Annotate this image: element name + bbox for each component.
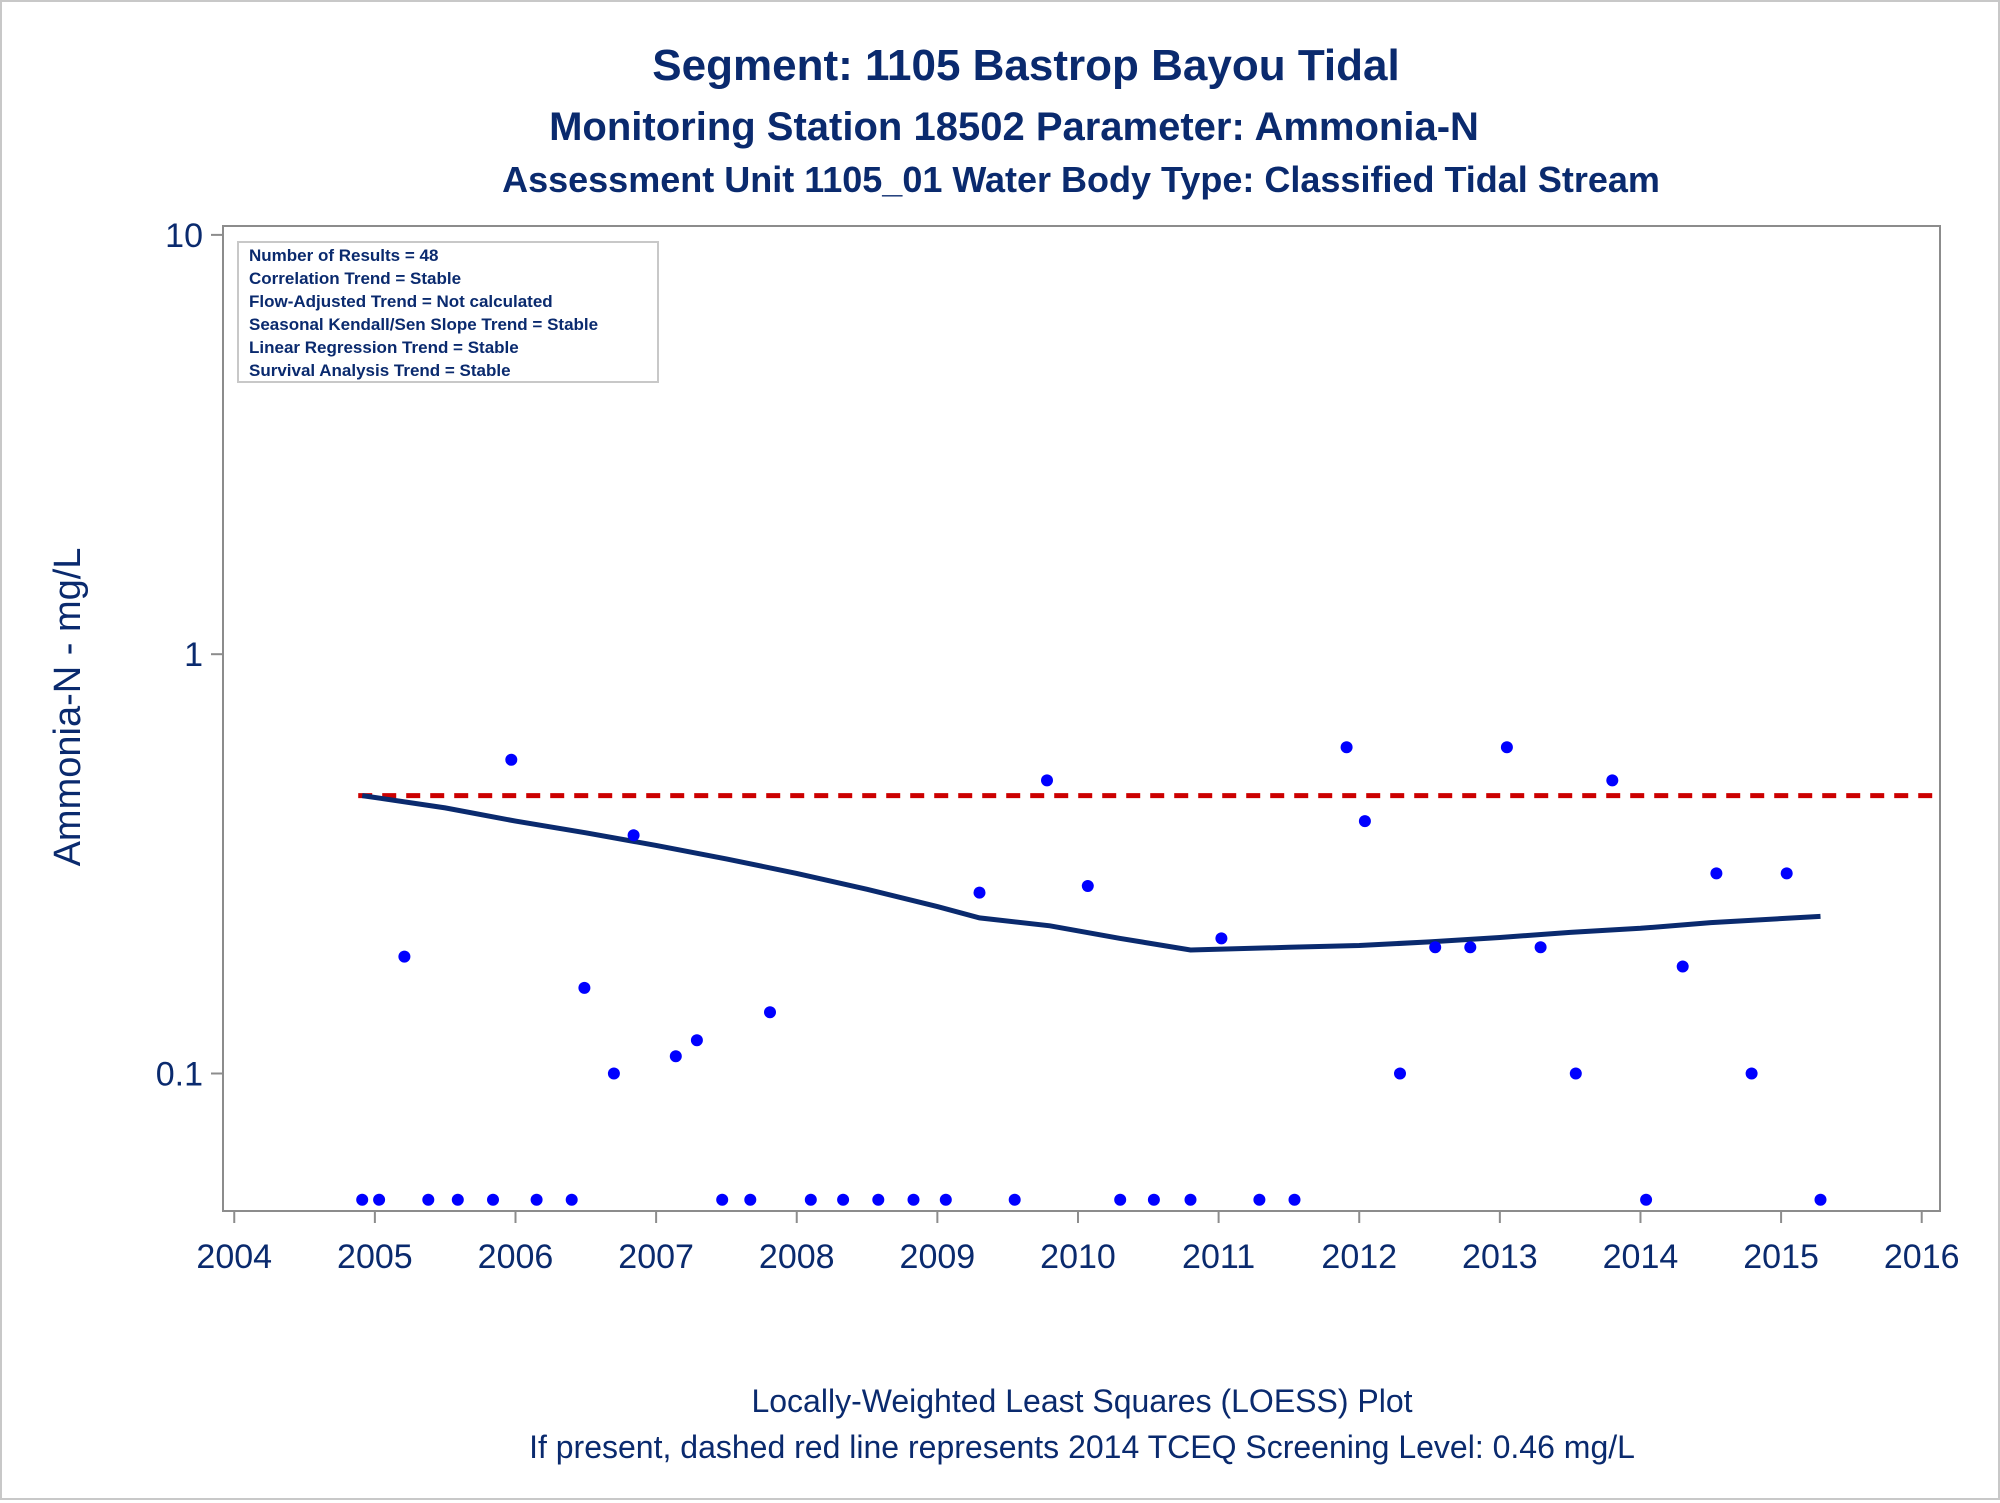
data-point-9 — [565, 1193, 578, 1206]
data-point-22 — [939, 1193, 952, 1206]
data-point-29 — [1184, 1193, 1197, 1206]
stats-line-5: Linear Regression Trend = Stable — [249, 338, 519, 357]
data-point-5 — [487, 1193, 499, 1206]
footer-line-2: If present, dashed red line represents 2… — [529, 1429, 1635, 1465]
x-tick-label-7: 2011 — [1182, 1238, 1255, 1276]
x-tick-label-12: 2016 — [1884, 1238, 1960, 1276]
data-point-17 — [764, 1006, 776, 1019]
data-point-19 — [837, 1193, 850, 1206]
data-point-11 — [607, 1067, 620, 1080]
data-point-33 — [1340, 741, 1353, 754]
data-point-4 — [451, 1193, 464, 1206]
data-point-15 — [716, 1193, 729, 1206]
data-point-31 — [1253, 1193, 1266, 1206]
data-points — [356, 337, 1827, 1206]
x-tick-label-3: 2007 — [618, 1238, 694, 1276]
x-tick-label-2: 2006 — [478, 1238, 554, 1276]
data-point-6 — [505, 753, 518, 766]
data-point-40 — [1569, 1067, 1582, 1080]
data-point-42 — [1640, 1193, 1653, 1206]
x-tick-label-5: 2009 — [900, 1238, 976, 1276]
data-point-7 — [530, 1193, 543, 1206]
data-point-43 — [1676, 960, 1689, 973]
data-point-47 — [1814, 1193, 1827, 1206]
stats-line-1: Number of Results = 48 — [249, 246, 438, 265]
data-point-18 — [804, 1193, 817, 1206]
y-tick-label-2: 0.1 — [156, 1056, 203, 1094]
data-point-16 — [744, 1193, 757, 1206]
stats-box-frame — [237, 241, 659, 383]
data-point-20 — [872, 1193, 885, 1206]
data-point-21 — [907, 1193, 920, 1206]
x-tick-label-1: 2005 — [337, 1238, 413, 1276]
y-tick-label-0: 10 — [165, 217, 203, 255]
plot-area — [222, 225, 1941, 1212]
x-tick-label-6: 2010 — [1040, 1238, 1116, 1276]
stats-line-4: Seasonal Kendall/Sen Slope Trend = Stabl… — [249, 315, 598, 334]
footer-line-1: Locally-Weighted Least Squares (LOESS) P… — [751, 1383, 1412, 1419]
data-point-32 — [1288, 1193, 1301, 1206]
chart-title: Segment: 1105 Bastrop Bayou Tidal — [652, 41, 1399, 90]
data-point-0 — [356, 1193, 369, 1206]
chart-subtitle-2: Assessment Unit 1105_01 Water Body Type:… — [502, 159, 1660, 200]
data-point-37 — [1464, 941, 1477, 954]
data-point-14 — [690, 1034, 703, 1047]
data-point-3 — [422, 1193, 435, 1206]
x-tick-label-11: 2015 — [1743, 1238, 1819, 1276]
stats-line-2: Correlation Trend = Stable — [249, 269, 461, 288]
x-tick-label-9: 2013 — [1462, 1238, 1538, 1276]
data-point-41 — [1606, 774, 1619, 787]
data-point-12 — [627, 829, 640, 842]
data-point-34 — [1358, 815, 1371, 828]
y-axis-label: Ammonia-N - mg/L — [47, 548, 89, 867]
data-point-24 — [1008, 1193, 1021, 1206]
x-tick-label-0: 2004 — [196, 1238, 272, 1276]
data-point-27 — [1114, 1193, 1127, 1206]
y-axis: 10 1 0.1 — [156, 217, 223, 1094]
data-point-36 — [1429, 941, 1442, 954]
data-point-28 — [1147, 1193, 1160, 1206]
data-point-44 — [1710, 867, 1723, 880]
data-point-35 — [1394, 1067, 1406, 1080]
data-point-39 — [1534, 941, 1547, 954]
x-tick-label-8: 2012 — [1321, 1238, 1397, 1276]
stats-line-6: Survival Analysis Trend = Stable — [249, 361, 511, 380]
data-point-45 — [1745, 1067, 1758, 1080]
data-point-38 — [1500, 741, 1513, 754]
data-point-2 — [398, 950, 411, 963]
y-tick-label-1: 1 — [184, 636, 203, 674]
data-point-26 — [1081, 880, 1094, 892]
loess-line — [361, 793, 1821, 953]
data-point-25 — [1041, 774, 1053, 787]
x-axis: 2004 2005 2006 2007 2008 2009 2010 2011 2012 2013… — [196, 1211, 1960, 1276]
data-point-1 — [373, 1193, 386, 1206]
x-tick-label-10: 2014 — [1603, 1238, 1679, 1276]
chart-subtitle: Monitoring Station 18502 Parameter: Ammo… — [549, 105, 1479, 149]
x-tick-label-4: 2008 — [759, 1238, 835, 1276]
data-point-10 — [578, 981, 591, 994]
stats-line-3: Flow-Adjusted Trend = Not calculated — [249, 292, 553, 311]
data-point-13 — [669, 1050, 682, 1063]
data-point-46 — [1780, 867, 1793, 880]
stats-box: Number of Results = 48 Correlation Trend… — [237, 241, 659, 383]
data-point-23 — [973, 886, 986, 899]
data-point-30 — [1215, 932, 1228, 945]
